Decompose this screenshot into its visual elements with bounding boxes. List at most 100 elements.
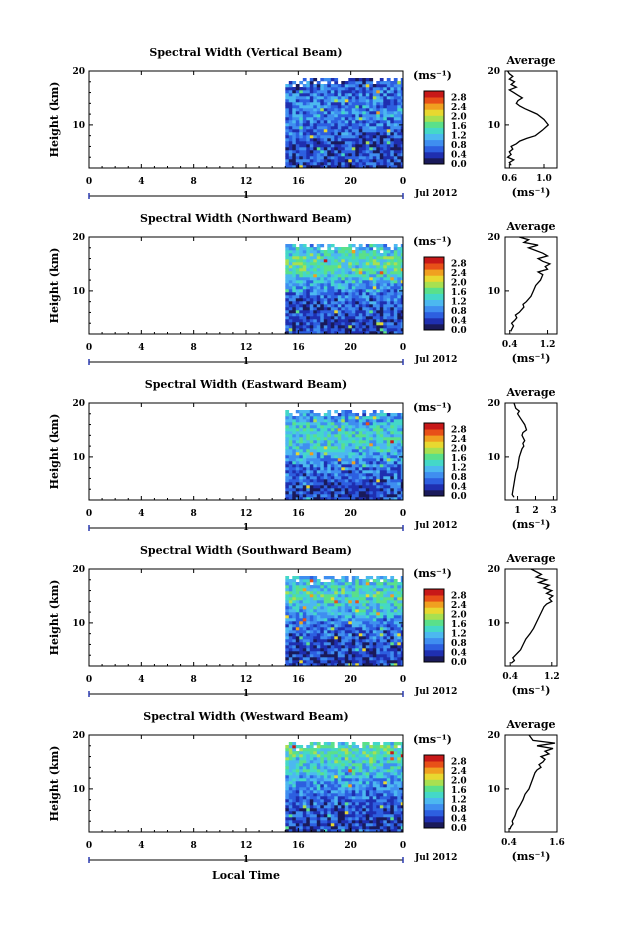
heatmap-cell [323, 781, 328, 785]
day-label: 1 [243, 357, 249, 367]
heatmap-cell [330, 419, 335, 423]
heatmap-cell [306, 138, 311, 142]
heatmap-cell [376, 606, 381, 610]
heatmap-cell [330, 84, 335, 88]
heatmap-cell [302, 422, 307, 426]
heatmap-cell [369, 274, 374, 278]
heatmap-cell [362, 298, 367, 302]
heatmap-cell [285, 108, 290, 112]
heatmap-cell [376, 159, 381, 163]
heatmap-cell [295, 319, 300, 323]
heatmap-cell [337, 609, 342, 613]
heatmap-cell [390, 479, 395, 483]
heatmap-cell [355, 639, 360, 643]
heatmap-cell [369, 262, 374, 266]
heatmap-cell [344, 117, 349, 121]
heatmap-cell [334, 322, 339, 326]
heatmap-cell [334, 748, 339, 752]
heatmap-cell [327, 87, 332, 91]
heatmap-cell [306, 147, 311, 151]
heatmap-cell [309, 473, 314, 477]
heatmap-cell [358, 431, 363, 435]
heatmap-cell [369, 449, 374, 453]
heatmap-cell [302, 654, 307, 658]
heatmap-cell [316, 494, 321, 498]
heatmap-cell [376, 630, 381, 634]
heatmap-cell [309, 491, 314, 495]
heatmap-cell [386, 253, 391, 257]
heatmap-cell [341, 485, 346, 489]
heatmap-cell [344, 135, 349, 139]
heatmap-cell [362, 268, 367, 272]
heatmap-cell [351, 250, 356, 254]
heatmap-cell [365, 491, 370, 495]
heatmap-cell [309, 823, 314, 827]
heatmap-cell [383, 479, 388, 483]
heatmap-cell [295, 331, 300, 335]
heatmap-cell [379, 624, 384, 628]
heatmap-cell [302, 651, 307, 655]
heatmap-cell [383, 159, 388, 163]
heatmap-cell [341, 642, 346, 646]
heatmap-cell [386, 612, 391, 616]
heatmap-cell [334, 87, 339, 91]
heatmap-cell [327, 449, 332, 453]
heatmap-cell [292, 156, 297, 160]
heatmap-cell [358, 283, 363, 287]
heatmap-cell [306, 452, 311, 456]
heatmap-cell [299, 301, 304, 305]
heatmap-cell [330, 292, 335, 296]
heatmap-cell [372, 286, 377, 290]
heatmap-cell [355, 760, 360, 764]
heatmap-cell [344, 615, 349, 619]
heatmap-cell [316, 597, 321, 601]
heatmap-cell [302, 817, 307, 821]
heatmap-cell [323, 470, 328, 474]
heatmap-cell [351, 325, 356, 329]
heatmap-cell [397, 153, 402, 157]
heatmap-cell [316, 645, 321, 649]
heatmap-cell [400, 277, 404, 281]
heatmap-cell [292, 751, 297, 755]
heatmap-cell [376, 440, 381, 444]
heatmap-cell [386, 81, 391, 85]
heatmap-cell [390, 138, 395, 142]
heatmap-cell [302, 111, 307, 115]
heatmap-cell [306, 286, 311, 290]
heatmap-cell [355, 102, 360, 106]
heatmap-cell [334, 805, 339, 809]
heatmap-cell [397, 476, 402, 480]
colorbar-swatch [424, 465, 444, 473]
heatmap-cell [330, 150, 335, 154]
heatmap-cell [302, 452, 307, 456]
heatmap-cell [299, 419, 304, 423]
heatmap-cell [362, 96, 367, 100]
heatmap-cell [313, 301, 318, 305]
heatmap-cell [285, 96, 290, 100]
heatmap-cell [313, 277, 318, 281]
heatmap-cell [355, 802, 360, 806]
heatmap-cell [292, 820, 297, 824]
heatmap-cell [292, 150, 297, 154]
heatmap-cell [316, 829, 321, 833]
heatmap-cell [334, 150, 339, 154]
heatmap-cell [334, 310, 339, 314]
heatmap-cell [376, 331, 381, 335]
heatmap-cell [341, 775, 346, 779]
heatmap-cell [334, 630, 339, 634]
heatmap-cell [334, 419, 339, 423]
heatmap-cell [344, 446, 349, 450]
heatmap-cell [292, 165, 297, 169]
heatmap-cell [330, 612, 335, 616]
heatmap-cell [397, 615, 402, 619]
heatmap-cell [344, 751, 349, 755]
heatmap-cell [369, 648, 374, 652]
heatmap-cell [330, 597, 335, 601]
heatmap-cell [355, 304, 360, 308]
heatmap-cell [306, 156, 311, 160]
heatmap-cell [302, 757, 307, 761]
heatmap-cell [313, 138, 318, 142]
colorbar-swatch [424, 423, 444, 430]
heatmap-cell [320, 606, 325, 610]
heatmap-cell [376, 289, 381, 293]
